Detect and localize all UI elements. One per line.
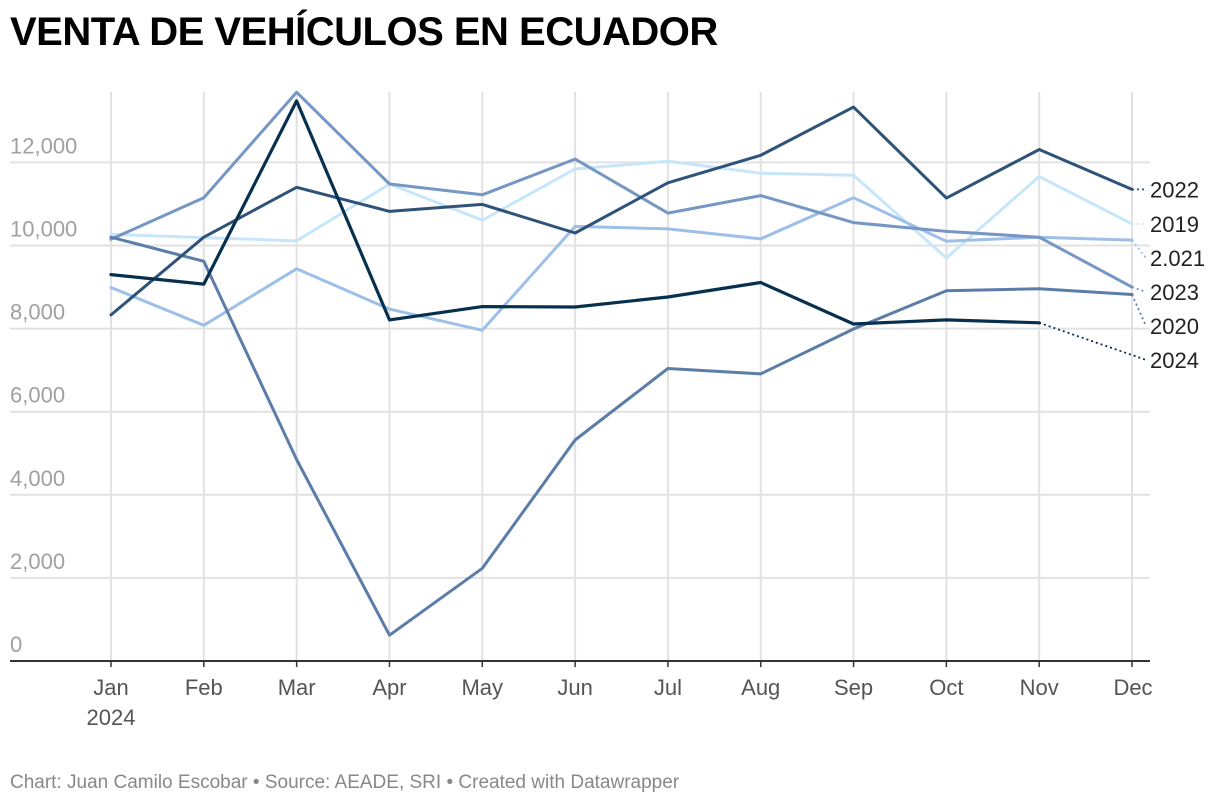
- series-line-2022: [109, 105, 1134, 317]
- series-label-2024: 2024: [1150, 348, 1199, 373]
- x-tick-label-mar: Mar: [278, 675, 316, 700]
- series-line-2021: [109, 196, 1134, 332]
- series-label-2021: 2.021: [1150, 246, 1205, 271]
- series-line-2023: [109, 90, 1134, 289]
- y-tick-label: 4,000: [10, 466, 65, 491]
- credit-text: Chart: Juan Camilo Escobar: [10, 772, 248, 793]
- series-line-2019: [109, 159, 1134, 260]
- y-tick-label: 0: [10, 632, 22, 657]
- x-tick-label-apr: Apr: [372, 675, 406, 700]
- y-axis-ticks: 0 2,000 4,000 6,000 8,000 10,000 12,000: [10, 133, 77, 657]
- separator: •: [441, 772, 459, 793]
- x-tick-year-label: 2024: [87, 705, 136, 730]
- series-line-2020: [109, 235, 1134, 637]
- x-tick-label-feb: Feb: [185, 675, 223, 700]
- x-tick-label-jul: Jul: [654, 675, 682, 700]
- label-connector: [1038, 321, 1147, 361]
- series-label-2020: 2020: [1150, 314, 1199, 339]
- separator: •: [247, 772, 265, 793]
- x-tick-label-nov: Nov: [1020, 675, 1059, 700]
- series-lines: [109, 90, 1134, 637]
- series-label-2023: 2023: [1150, 280, 1199, 305]
- y-tick-label: 10,000: [10, 217, 77, 242]
- y-tick-label: 12,000: [10, 133, 77, 158]
- x-axis-ticks: Jan Feb Mar Apr May Jun Jul Aug Sep Oct Nov Dec 2024: [87, 661, 1153, 730]
- label-connector: [1131, 239, 1147, 259]
- label-connector: [1131, 294, 1147, 327]
- datawrapper-link[interactable]: Created with Datawrapper: [458, 772, 680, 793]
- chart-footer: Chart: Juan Camilo Escobar • Source: AEA…: [10, 772, 679, 794]
- series-line-2024: [109, 99, 1041, 326]
- chart-title: VENTA DE VEHÍCULOS EN ECUADOR: [10, 10, 718, 54]
- grid-lines: [10, 92, 1150, 661]
- y-tick-label: 6,000: [10, 383, 65, 408]
- series-labels: 2022 2019 2.021 2023 2020 2024: [1038, 177, 1205, 373]
- x-tick-label-oct: Oct: [929, 675, 963, 700]
- x-tick-label-dec: Dec: [1113, 675, 1152, 700]
- series-label-2022: 2022: [1150, 177, 1199, 202]
- x-tick-label-jun: Jun: [557, 675, 592, 700]
- series-label-2019: 2019: [1150, 212, 1199, 237]
- x-tick-label-jan: Jan: [93, 675, 128, 700]
- label-connector: [1131, 286, 1147, 293]
- y-tick-label: 8,000: [10, 300, 65, 325]
- x-tick-label-may: May: [461, 675, 503, 700]
- x-tick-label-sep: Sep: [834, 675, 873, 700]
- source-text: Source: AEADE, SRI: [264, 772, 442, 793]
- y-tick-label: 2,000: [10, 549, 65, 574]
- x-tick-label-aug: Aug: [741, 675, 780, 700]
